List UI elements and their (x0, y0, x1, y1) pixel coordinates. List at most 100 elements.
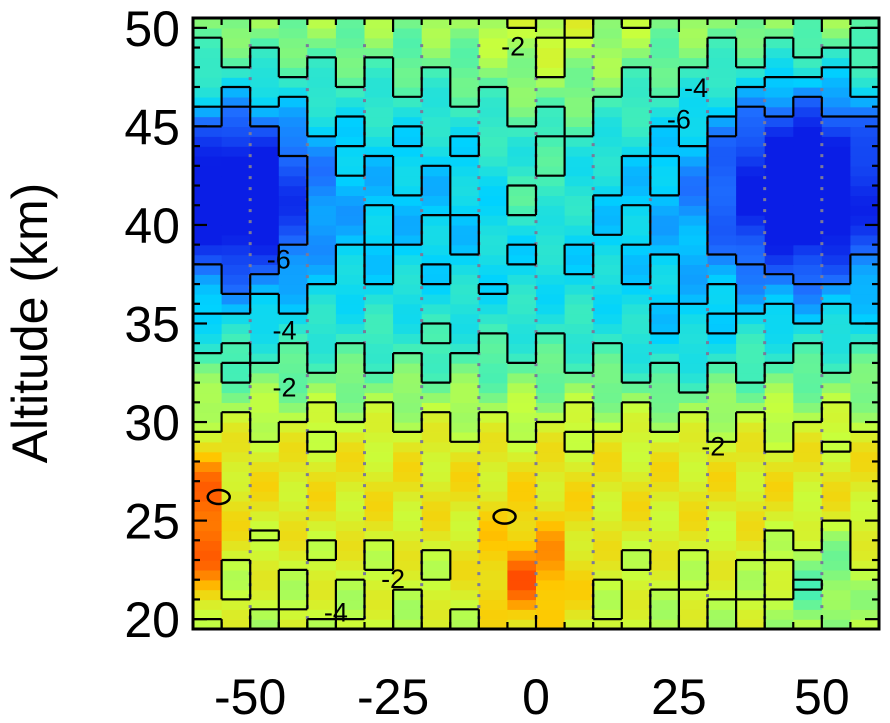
heatmap-cell (707, 392, 737, 403)
heatmap-cell (393, 500, 423, 512)
heatmap-cell (221, 323, 251, 334)
heatmap-cell (650, 382, 680, 394)
heatmap-cell (536, 215, 566, 226)
heatmap-cell (450, 520, 480, 532)
heatmap-cell (278, 313, 308, 325)
heatmap-cell (621, 47, 651, 59)
heatmap-cell (821, 569, 851, 581)
heatmap-cell (736, 116, 766, 127)
heatmap-cell (564, 372, 594, 384)
heatmap-cell (364, 274, 394, 285)
heatmap-cell (821, 313, 851, 325)
heatmap-cell (707, 412, 737, 423)
heatmap-cell (850, 491, 879, 502)
heatmap-cell (850, 323, 879, 334)
heatmap-cell (335, 431, 366, 443)
heatmap-cell (650, 619, 680, 629)
heatmap-cell (821, 451, 851, 463)
heatmap-cell (278, 284, 308, 295)
heatmap-cell (650, 422, 680, 433)
heatmap-cell (478, 87, 508, 98)
heatmap-cell (564, 619, 594, 629)
heatmap-cell (564, 313, 594, 325)
heatmap-cell (764, 412, 794, 423)
heatmap-cell (507, 313, 537, 325)
heatmap-cell (393, 37, 423, 49)
heatmap-cell (450, 333, 480, 344)
heatmap-cell (507, 37, 537, 49)
heatmap-cell (821, 412, 851, 423)
heatmap-cell (707, 244, 737, 256)
heatmap-cell (707, 589, 737, 601)
heatmap-cell (621, 431, 651, 443)
heatmap-cell (850, 165, 879, 177)
heatmap-cell (307, 609, 337, 620)
heatmap-cell (650, 27, 680, 39)
heatmap-cell (764, 550, 794, 561)
heatmap-cell (278, 136, 308, 147)
heatmap-cell (393, 254, 423, 265)
heatmap-cell (793, 116, 823, 127)
contour-label: -6 (267, 244, 291, 274)
heatmap-cell (393, 560, 423, 571)
heatmap-cell (221, 372, 251, 384)
heatmap-cell (478, 175, 508, 187)
heatmap-cell (536, 441, 566, 453)
heatmap-cell (450, 87, 480, 98)
heatmap-cell (678, 441, 709, 453)
heatmap-cell (450, 225, 480, 236)
heatmap-cell (764, 136, 794, 147)
heatmap-cell (564, 185, 594, 196)
heatmap-cell (736, 500, 766, 512)
heatmap-cell (250, 284, 280, 295)
heatmap-cell (536, 284, 566, 295)
heatmap-cell (736, 244, 766, 256)
heatmap-cell (250, 560, 280, 571)
heatmap-cell (793, 343, 823, 354)
heatmap-cell (250, 530, 280, 541)
heatmap-cell (536, 313, 566, 325)
heatmap-cell (478, 560, 508, 571)
heatmap-cell (421, 37, 451, 49)
heatmap-cell (707, 481, 737, 492)
heatmap-cell (364, 313, 394, 325)
heatmap-cell (736, 362, 766, 374)
heatmap-cell (736, 274, 766, 285)
heatmap-cell (421, 225, 451, 236)
heatmap-cell (564, 431, 594, 443)
heatmap-cell (764, 37, 794, 49)
heatmap-cell (421, 165, 451, 177)
heatmap-cell (736, 136, 766, 147)
heatmap-cell (478, 402, 508, 413)
heatmap-cell (650, 37, 680, 49)
heatmap-cell (564, 293, 594, 305)
heatmap-cell (393, 609, 423, 620)
heatmap-cell (478, 619, 508, 629)
heatmap-cell (564, 550, 594, 561)
heatmap-cell (650, 520, 680, 532)
heatmap-cell (335, 412, 366, 423)
heatmap-cell (764, 116, 794, 127)
heatmap-cell (793, 126, 823, 137)
heatmap-cell (850, 274, 879, 285)
heatmap-cell (278, 550, 308, 561)
heatmap-cell (621, 471, 651, 482)
heatmap-cell (821, 382, 851, 394)
heatmap-cell (507, 510, 537, 522)
heatmap-cell (821, 254, 851, 265)
heatmap-cell (736, 569, 766, 581)
heatmap-cell (850, 195, 879, 206)
heatmap-cell (335, 116, 366, 127)
heatmap-cell (707, 156, 737, 167)
heatmap-cell (850, 481, 879, 492)
heatmap-cell (678, 530, 709, 541)
heatmap-cell (393, 589, 423, 601)
heatmap-cell (250, 205, 280, 216)
heatmap-cell (278, 37, 308, 49)
heatmap-cell (450, 146, 480, 157)
heatmap-cell (221, 156, 251, 167)
heatmap-cell (364, 116, 394, 127)
heatmap-cell (278, 87, 308, 98)
heatmap-cell (335, 244, 366, 256)
heatmap-cell (335, 96, 366, 108)
